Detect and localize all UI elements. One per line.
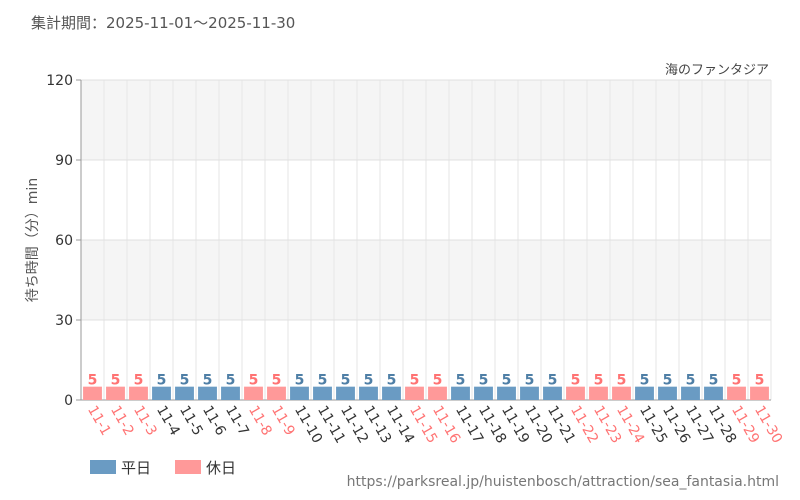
value-label-11-15: 5 xyxy=(410,373,420,389)
bar-11-1 xyxy=(83,386,102,400)
bar-11-24 xyxy=(612,386,631,400)
source-url: https://parksreal.jp/huistenbosch/attrac… xyxy=(346,474,779,490)
bar-11-20 xyxy=(520,386,539,400)
value-label-11-7: 5 xyxy=(226,373,236,389)
x-tick-label-11-6: 11-6 xyxy=(199,403,229,439)
bar-11-25 xyxy=(635,386,654,400)
x-tick-label-11-2: 11-2 xyxy=(107,403,137,439)
y-tick-label: 0 xyxy=(64,393,73,409)
bar-11-9 xyxy=(267,386,286,400)
x-tick-label-11-9: 11-9 xyxy=(268,403,298,439)
value-label-11-18: 5 xyxy=(479,373,489,389)
value-label-11-17: 5 xyxy=(456,373,466,389)
value-label-11-23: 5 xyxy=(594,373,604,389)
bar-11-2 xyxy=(106,386,125,400)
value-label-11-27: 5 xyxy=(686,373,696,389)
bar-11-8 xyxy=(244,386,263,400)
bar-11-26 xyxy=(658,386,677,400)
x-tick-label-11-1: 11-1 xyxy=(84,403,114,439)
value-label-11-19: 5 xyxy=(502,373,512,389)
value-label-11-28: 5 xyxy=(709,373,719,389)
bar-11-4 xyxy=(152,386,171,400)
value-label-11-12: 5 xyxy=(341,373,351,389)
chart-title: 海のファンタジア xyxy=(665,63,769,78)
bar-11-23 xyxy=(589,386,608,400)
y-tick-label: 120 xyxy=(46,73,73,89)
value-label-11-29: 5 xyxy=(732,373,742,389)
bar-11-15 xyxy=(405,386,424,400)
value-label-11-6: 5 xyxy=(203,373,213,389)
value-label-11-26: 5 xyxy=(663,373,673,389)
bar-11-10 xyxy=(290,386,309,400)
value-label-11-10: 5 xyxy=(295,373,305,389)
value-label-11-8: 5 xyxy=(249,373,259,389)
bar-11-7 xyxy=(221,386,240,400)
bar-11-17 xyxy=(451,386,470,400)
x-tick-label-11-7: 11-7 xyxy=(222,403,252,439)
bar-11-5 xyxy=(175,386,194,400)
y-axis-title: 待ち時間（分）min xyxy=(25,178,41,302)
value-label-11-3: 5 xyxy=(134,373,144,389)
bar-11-19 xyxy=(497,386,516,400)
x-tick-label-11-8: 11-8 xyxy=(245,403,275,439)
value-label-11-14: 5 xyxy=(387,373,397,389)
y-tick-label: 60 xyxy=(55,233,73,249)
value-label-11-20: 5 xyxy=(525,373,535,389)
x-tick-label-11-3: 11-3 xyxy=(130,403,160,439)
bar-11-27 xyxy=(681,386,700,400)
bar-11-21 xyxy=(543,386,562,400)
bar-11-6 xyxy=(198,386,217,400)
value-label-11-13: 5 xyxy=(364,373,374,389)
x-tick-label-11-5: 11-5 xyxy=(176,403,206,439)
value-label-11-30: 5 xyxy=(755,373,765,389)
value-label-11-2: 5 xyxy=(111,373,121,389)
value-label-11-4: 5 xyxy=(157,373,167,389)
legend-label-weekday: 平日 xyxy=(121,459,151,477)
value-label-11-11: 5 xyxy=(318,373,328,389)
bar-11-11 xyxy=(313,386,332,400)
bar-11-16 xyxy=(428,386,447,400)
value-label-11-5: 5 xyxy=(180,373,190,389)
bar-11-22 xyxy=(566,386,585,400)
bar-11-14 xyxy=(382,386,401,400)
bar-11-13 xyxy=(359,386,378,400)
value-label-11-25: 5 xyxy=(640,373,650,389)
y-tick-label: 90 xyxy=(55,153,73,169)
bar-11-12 xyxy=(336,386,355,400)
y-tick-label: 30 xyxy=(55,313,73,329)
bar-11-29 xyxy=(727,386,746,400)
bar-11-28 xyxy=(704,386,723,400)
bar-11-3 xyxy=(129,386,148,400)
x-tick-label-11-4: 11-4 xyxy=(153,403,183,439)
period-label: 集計期間：2025-11-01～2025-11-30 xyxy=(31,14,296,32)
value-label-11-22: 5 xyxy=(571,373,581,389)
legend-label-holiday: 休日 xyxy=(206,459,236,477)
value-label-11-9: 5 xyxy=(272,373,282,389)
value-label-11-21: 5 xyxy=(548,373,558,389)
value-label-11-24: 5 xyxy=(617,373,627,389)
bar-11-30 xyxy=(750,386,769,400)
bar-11-18 xyxy=(474,386,493,400)
value-label-11-16: 5 xyxy=(433,373,443,389)
value-label-11-1: 5 xyxy=(88,373,98,389)
legend-swatch-weekday xyxy=(90,460,116,474)
legend-swatch-holiday xyxy=(175,460,201,474)
